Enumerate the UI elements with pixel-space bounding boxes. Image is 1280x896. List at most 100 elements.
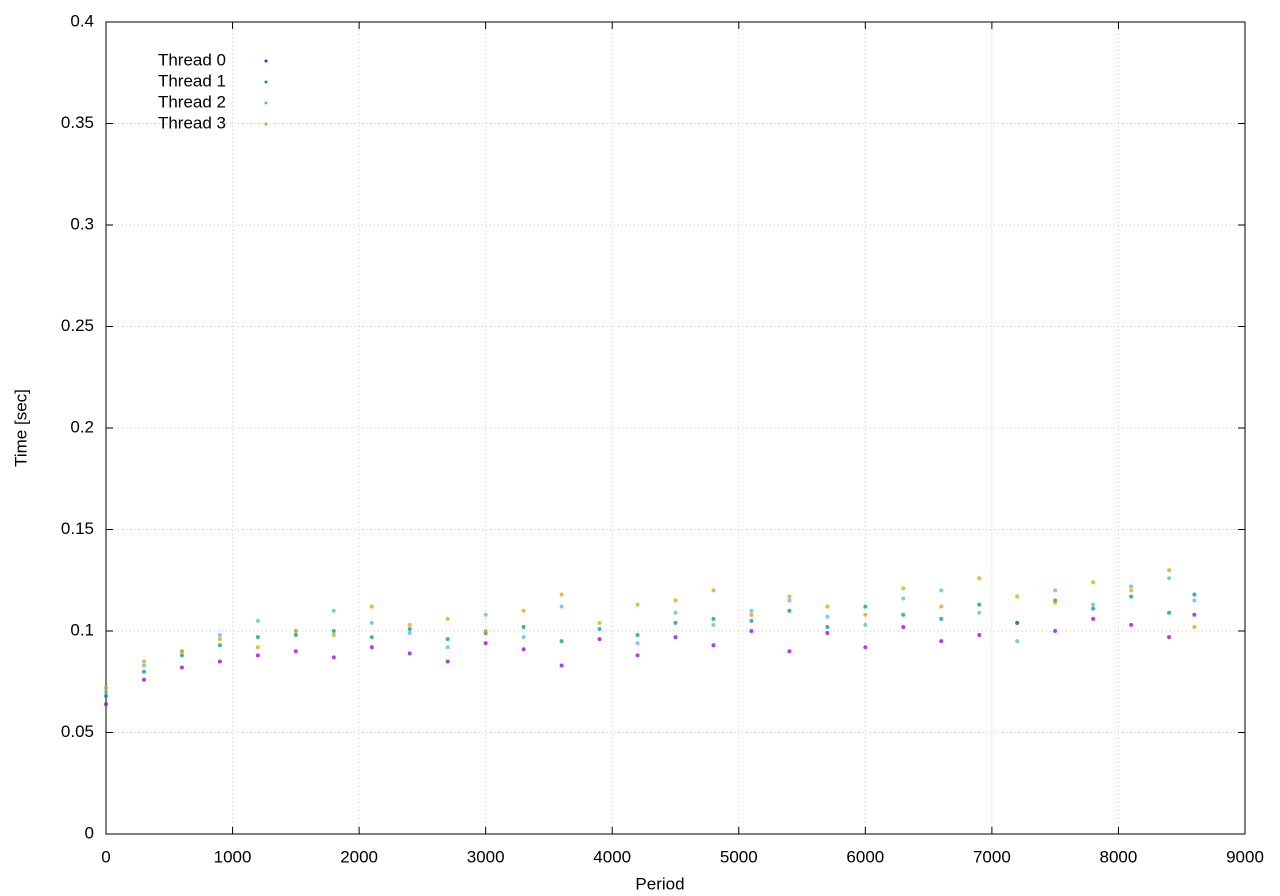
point	[711, 622, 716, 627]
point	[977, 576, 982, 581]
point	[901, 624, 906, 629]
point	[749, 618, 754, 623]
legend-label: Thread 3	[158, 113, 226, 132]
y-tick-label: 0.25	[61, 316, 94, 335]
point	[483, 629, 488, 633]
x-tick-label: 8000	[1100, 847, 1138, 866]
point	[217, 633, 222, 638]
point	[521, 608, 526, 613]
point	[217, 637, 222, 642]
point	[635, 602, 640, 607]
point	[825, 624, 830, 629]
point	[939, 604, 944, 609]
point	[901, 596, 906, 601]
point	[787, 594, 792, 599]
point	[1091, 602, 1096, 607]
y-tick-label: 0.4	[70, 11, 94, 30]
point	[331, 608, 336, 613]
point	[825, 604, 830, 609]
point	[293, 629, 298, 633]
point	[1167, 576, 1172, 581]
point	[673, 598, 678, 603]
point	[597, 626, 602, 631]
point	[711, 588, 716, 593]
point	[1192, 624, 1197, 629]
point	[863, 645, 868, 650]
point	[407, 631, 412, 636]
point	[293, 633, 298, 638]
point	[521, 647, 526, 652]
point	[825, 614, 830, 619]
legend-label: Thread 2	[158, 92, 226, 111]
point	[711, 643, 716, 648]
point	[825, 631, 830, 636]
point	[749, 629, 754, 633]
point	[331, 629, 336, 633]
point	[749, 612, 754, 617]
point	[369, 620, 374, 625]
x-tick-label: 5000	[720, 847, 758, 866]
point	[1167, 568, 1172, 573]
point	[1129, 594, 1134, 599]
point	[104, 685, 108, 690]
x-tick-label: 2000	[340, 847, 378, 866]
point	[635, 641, 640, 646]
x-tick-label: 3000	[467, 847, 505, 866]
point	[407, 626, 412, 631]
point	[141, 663, 146, 668]
y-tick-label: 0	[85, 823, 94, 842]
x-tick-label: 7000	[973, 847, 1011, 866]
point	[939, 588, 944, 593]
point	[787, 608, 792, 613]
point	[749, 608, 754, 613]
y-tick-label: 0.1	[70, 620, 94, 639]
point	[1091, 580, 1096, 585]
point	[1129, 622, 1134, 627]
point	[369, 604, 374, 609]
legend-marker	[264, 122, 268, 126]
point	[977, 610, 982, 615]
point	[407, 651, 412, 656]
point	[331, 655, 336, 660]
point	[521, 635, 526, 640]
point	[179, 649, 184, 654]
point	[863, 622, 868, 627]
y-tick-label: 0.35	[61, 113, 94, 132]
plot-frame	[105, 21, 1246, 835]
point	[369, 645, 374, 650]
legend-label: Thread 1	[158, 71, 226, 90]
point	[445, 659, 450, 664]
point	[331, 633, 336, 638]
point	[711, 616, 716, 621]
x-tick-label: 6000	[846, 847, 884, 866]
point	[597, 620, 602, 625]
point	[483, 641, 488, 646]
point	[217, 659, 222, 664]
point	[255, 653, 260, 658]
point	[445, 616, 450, 621]
point	[217, 643, 222, 648]
point	[1053, 629, 1058, 633]
point	[1167, 635, 1172, 640]
x-tick-label: 4000	[593, 847, 631, 866]
point	[255, 635, 260, 640]
legend-marker	[264, 101, 268, 105]
point	[1091, 606, 1096, 611]
legend-marker	[264, 59, 268, 63]
point	[483, 612, 488, 617]
legend-marker	[264, 80, 268, 84]
point	[559, 663, 564, 668]
point	[255, 618, 260, 623]
point	[977, 633, 982, 638]
point	[104, 693, 108, 698]
point	[407, 622, 412, 627]
point	[1015, 620, 1020, 625]
point	[293, 649, 298, 654]
point	[559, 604, 564, 609]
point	[141, 659, 146, 664]
y-tick-label: 0.3	[70, 214, 94, 233]
point	[141, 677, 146, 682]
y-axis-label: Time [sec]	[11, 389, 30, 467]
legend-label: Thread 0	[158, 50, 226, 69]
